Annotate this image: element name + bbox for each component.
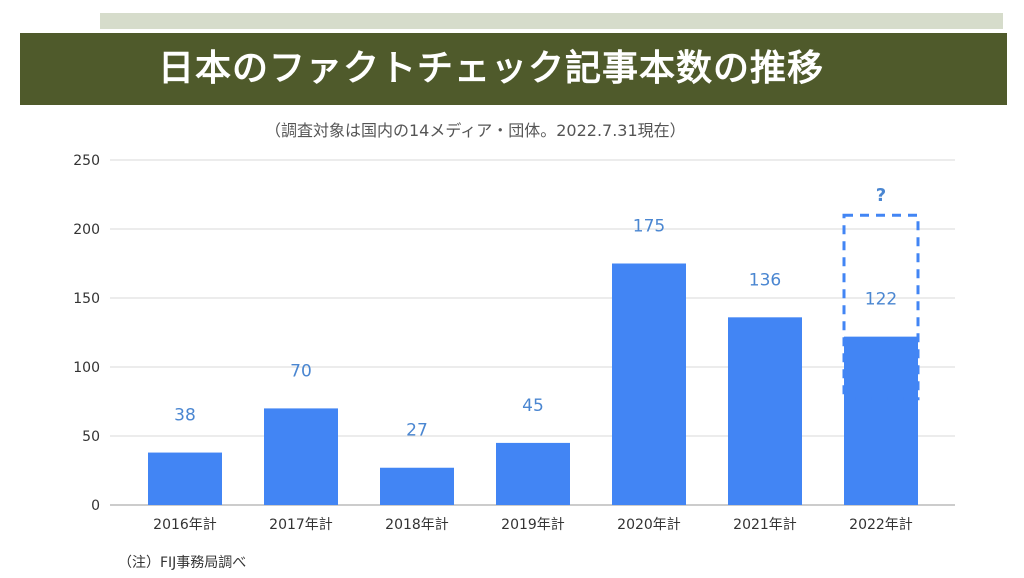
projection-question-mark: ? [876,185,886,206]
y-tick-label: 50 [82,429,100,445]
x-tick-label: 2017年計 [269,517,333,533]
x-tick-label: 2020年計 [617,517,681,533]
top-decor-strip [100,13,1003,29]
bar [380,467,454,505]
title-banner [20,33,1007,105]
footnote: （注）FIJ事務局調べ [118,555,247,571]
y-tick-label: 150 [73,291,100,307]
data-label: 136 [749,270,781,290]
data-label: 38 [174,406,196,426]
x-tick-label: 2021年計 [733,517,797,533]
x-tick-label: 2019年計 [501,517,565,533]
y-tick-label: 100 [73,360,100,376]
y-tick-label: 200 [73,222,100,238]
data-label: 27 [406,421,428,441]
x-tick-label: 2022年計 [849,517,913,533]
bar [612,263,686,505]
page-title: 日本のファクトチェック記事本数の推移 [158,48,825,89]
chart-subtitle: （調査対象は国内の14メディア・団体。2022.7.31現在） [265,121,686,140]
y-tick-label: 250 [73,153,100,169]
data-label: 70 [290,361,312,381]
bar [728,317,802,505]
bar [264,408,338,505]
y-tick-label: 0 [91,498,100,514]
bar [496,442,570,505]
projection-dashed-box [842,213,920,401]
data-label: 122 [865,290,897,310]
bar [844,336,918,505]
bar [148,452,222,505]
x-tick-label: 2018年計 [385,517,449,533]
data-label: 45 [522,396,544,416]
data-label: 175 [633,217,665,237]
x-tick-label: 2016年計 [153,517,217,533]
